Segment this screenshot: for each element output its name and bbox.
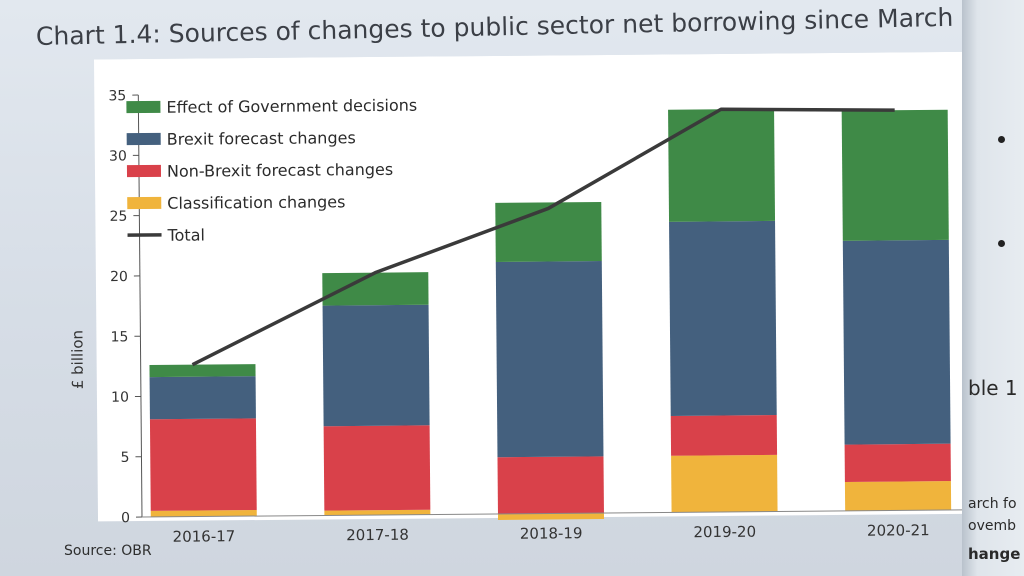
bar-segment xyxy=(149,364,256,378)
bars-group xyxy=(149,108,952,520)
adjacent-text: arch fo xyxy=(968,496,1017,512)
source-note: Source: OBR xyxy=(64,543,152,559)
bar-segment xyxy=(842,239,951,445)
total-line-group xyxy=(191,107,895,367)
legend-swatch xyxy=(126,132,161,146)
bar-segment xyxy=(149,418,257,511)
y-tick-label: 20 xyxy=(110,269,128,285)
bar-segment xyxy=(668,108,776,222)
x-labels-group: 2016-17 2017-18 2018-19 2019-20 2020-21 xyxy=(173,521,930,546)
bar-segment xyxy=(495,201,602,262)
legend-label: Classification changes xyxy=(167,192,345,213)
y-tick-label: 25 xyxy=(109,209,127,225)
adjacent-text: ble 1 xyxy=(968,376,1018,400)
y-axis-label: £ billion xyxy=(68,330,87,389)
legend-group: Effect of Government decisions Brexit for… xyxy=(126,96,417,245)
bar-segment xyxy=(671,454,778,513)
x-tick-label: 2018-19 xyxy=(520,524,583,543)
legend-swatch xyxy=(126,100,161,114)
adjacent-text: hange xyxy=(968,545,1021,563)
bar-segment xyxy=(322,304,430,427)
y-tick-label: 5 xyxy=(120,450,129,466)
bar-segment xyxy=(841,109,949,241)
bullet-dot xyxy=(998,136,1005,143)
chart-svg: 0 5 10 15 20 25 30 35 2016-17 2017-18 2018-19 2019… xyxy=(68,51,976,546)
bar-segment xyxy=(495,261,604,458)
bar-segment xyxy=(844,443,951,482)
y-tick-label: 30 xyxy=(109,148,127,164)
x-tick-label: 2016-17 xyxy=(173,527,236,546)
adjacent-text: ovemb xyxy=(968,518,1016,534)
x-tick-label: 2019-20 xyxy=(693,523,756,542)
legend-swatch xyxy=(127,196,162,210)
adjacent-page-edge xyxy=(962,0,1024,576)
y-tick-label: 15 xyxy=(111,329,129,345)
bar-segment xyxy=(323,425,431,511)
chart-area: 0 5 10 15 20 25 30 35 2016-17 2017-18 2018-19 2019… xyxy=(30,51,979,575)
bar-segment xyxy=(149,376,256,420)
bar-segment xyxy=(150,510,257,517)
bullet-dot xyxy=(998,240,1005,247)
bar-segment xyxy=(497,513,605,520)
legend-label: Non-Brexit forecast changes xyxy=(167,160,393,181)
bar-segment xyxy=(844,481,952,511)
legend-label: Brexit forecast changes xyxy=(167,128,356,149)
y-tick-label: 0 xyxy=(121,510,130,526)
bar-segment xyxy=(497,456,604,514)
y-axis-group: 0 5 10 15 20 25 30 35 xyxy=(108,88,976,526)
y-tick-label: 10 xyxy=(111,390,129,406)
total-line xyxy=(191,107,895,367)
x-tick-label: 2017-18 xyxy=(346,526,409,545)
chart-title: Chart 1.4: Sources of changes to public … xyxy=(35,2,954,51)
legend-label: Total xyxy=(166,225,205,244)
legend-label: Effect of Government decisions xyxy=(166,96,417,117)
y-tick-label: 35 xyxy=(108,88,126,104)
bar-segment xyxy=(324,509,431,516)
x-axis-line xyxy=(141,509,976,518)
bar-segment xyxy=(669,220,777,416)
x-tick-label: 2020-21 xyxy=(867,521,930,540)
bar-segment xyxy=(670,415,778,456)
legend-swatch xyxy=(126,164,162,178)
bar-segment xyxy=(322,272,429,306)
